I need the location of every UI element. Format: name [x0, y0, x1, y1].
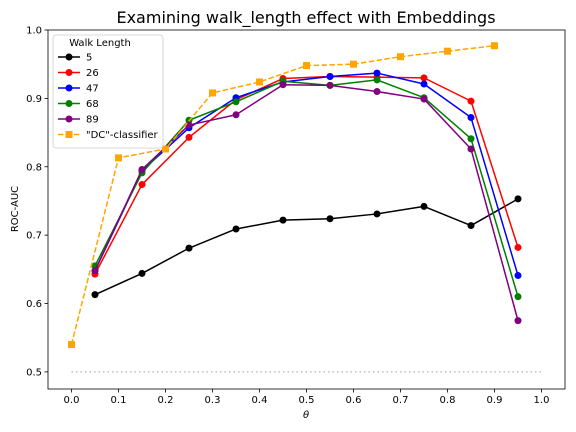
- data-point-5-4: [256, 78, 263, 86]
- y-tick-label-1: 0.6: [26, 299, 42, 310]
- data-point-5-2: [162, 145, 169, 153]
- x-tick-label-7: 0.7: [393, 395, 409, 406]
- legend-label-1: 26: [86, 68, 99, 79]
- x-tick-label-10: 1.0: [534, 395, 550, 406]
- data-point-3-3: [232, 98, 240, 106]
- data-point-0-4: [279, 216, 287, 224]
- data-point-2-8: [467, 114, 475, 122]
- data-point-5-1: [115, 154, 122, 162]
- data-point-2-6: [373, 69, 381, 77]
- data-point-0-1: [138, 269, 146, 277]
- x-tick-label-3: 0.3: [205, 395, 221, 406]
- data-point-2-5: [326, 72, 334, 80]
- data-point-3-6: [373, 76, 381, 84]
- data-point-3-9: [514, 293, 522, 301]
- data-point-0-7: [420, 202, 428, 210]
- data-point-5-3: [209, 89, 216, 97]
- data-point-1-7: [420, 74, 428, 82]
- y-tick-label-0: 0.5: [26, 367, 42, 378]
- x-axis: 0.0 0.1 0.2 0.3 0.4 0.5 0.6 0.7 0.8 0.9 1.0: [64, 389, 550, 406]
- data-point-4-1: [138, 165, 146, 173]
- legend-marker-5: [65, 131, 73, 138]
- data-point-5-0: [68, 341, 75, 349]
- legend-label-0: 5: [86, 53, 92, 64]
- legend-label-2: 47: [86, 84, 99, 95]
- data-point-4-2: [185, 121, 193, 129]
- x-tick-label-6: 0.6: [346, 395, 362, 406]
- chart-title: Examining walk_length effect with Embedd…: [116, 8, 495, 28]
- x-tick-label-4: 0.4: [252, 395, 268, 406]
- x-tick-label-5: 0.5: [299, 395, 315, 406]
- legend-label-4: 89: [86, 115, 99, 126]
- x-tick-label-2: 0.2: [158, 395, 174, 406]
- y-tick-label-3: 0.8: [26, 162, 42, 173]
- x-tick-label-8: 0.8: [440, 395, 456, 406]
- data-point-4-4: [279, 81, 287, 89]
- series-line-1: [94, 75, 519, 275]
- data-point-0-8: [467, 222, 475, 230]
- y-tick-label-2: 0.7: [26, 231, 42, 242]
- series-line-0: [94, 198, 519, 296]
- data-point-4-5: [326, 81, 334, 89]
- data-point-1-9: [514, 243, 522, 251]
- data-point-5-7: [397, 53, 404, 61]
- data-point-0-5: [326, 215, 334, 223]
- y-tick-label-5: 1.0: [26, 26, 42, 37]
- data-point-1-8: [467, 97, 475, 105]
- data-point-4-0: [91, 267, 99, 275]
- legend: Walk Length 5 26 47 68 89 "DC"-classifier: [52, 34, 164, 149]
- x-tick-label-1: 0.1: [111, 395, 127, 406]
- data-point-5-9: [491, 42, 498, 50]
- data-point-4-7: [420, 95, 428, 103]
- legend-marker-1: [65, 69, 73, 76]
- plot-area: [47, 29, 566, 390]
- data-point-3-8: [467, 135, 475, 143]
- legend-title: Walk Length: [69, 38, 131, 49]
- data-point-4-9: [514, 317, 522, 325]
- legend-marker-3: [65, 100, 73, 107]
- data-point-2-9: [514, 271, 522, 279]
- data-point-4-8: [467, 145, 475, 153]
- legend-box: [52, 34, 164, 149]
- data-point-0-3: [232, 225, 240, 233]
- data-point-0-9: [514, 195, 522, 203]
- y-axis: 0.5 0.6 0.7 0.8 0.9 1.0: [26, 26, 48, 378]
- data-point-0-2: [185, 244, 193, 252]
- x-tick-label-0: 0.0: [64, 395, 80, 406]
- data-point-5-8: [444, 47, 451, 55]
- data-point-0-0: [91, 291, 99, 299]
- y-tick-label-4: 0.9: [26, 94, 42, 105]
- x-axis-label: θ: [303, 410, 309, 421]
- data-point-4-6: [373, 88, 381, 96]
- series-line-5: [70, 44, 495, 345]
- x-tick-label-9: 0.9: [487, 395, 503, 406]
- data-point-5-6: [350, 60, 357, 68]
- data-point-0-6: [373, 210, 381, 218]
- legend-marker-4: [65, 115, 73, 123]
- legend-label-5: "DC"-classifier: [86, 130, 159, 141]
- data-point-4-3: [232, 111, 240, 119]
- legend-marker-2: [65, 84, 73, 92]
- legend-label-3: 68: [86, 99, 99, 110]
- data-point-1-1: [138, 181, 146, 189]
- data-point-1-2: [185, 133, 193, 141]
- data-point-5-5: [303, 62, 310, 70]
- y-axis-label: ROC-AUC: [10, 186, 21, 232]
- data-point-2-7: [420, 80, 428, 88]
- legend-marker-0: [65, 53, 73, 61]
